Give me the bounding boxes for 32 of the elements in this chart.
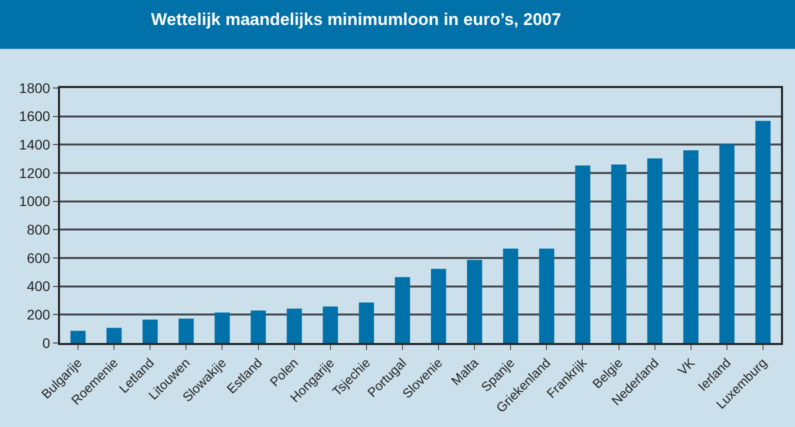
bar [358,302,374,343]
bar [106,328,122,343]
bar [719,144,734,343]
y-tick-label: 400 [26,278,50,294]
bar [467,260,482,343]
bar [214,312,230,343]
bar [647,158,662,343]
bar [250,310,266,343]
bar [178,318,194,343]
bar [575,165,590,343]
bar [142,320,158,343]
bar [286,308,302,343]
y-tick-label: 0 [42,334,50,351]
bar [70,330,86,343]
y-tick-label: 1400 [19,136,50,153]
bar [322,306,338,343]
bar [755,120,771,343]
y-tick-label: 200 [26,306,50,323]
bar [539,248,554,343]
y-tick-label: 1600 [19,108,50,124]
bar [394,277,410,343]
bar [430,268,446,343]
x-tick-label: VK [674,354,698,378]
y-tick-label: 1000 [19,193,50,210]
bar [611,164,626,343]
bar [503,248,518,343]
bar [683,150,698,343]
y-tick-label: 1200 [19,164,50,181]
y-tick-label: 600 [26,250,50,266]
y-tick-label: 1800 [19,80,50,96]
y-tick-label: 800 [26,222,50,238]
chart-title: Wettelijk maandelijks minimumloon in euro’s, 2007 [151,10,562,30]
